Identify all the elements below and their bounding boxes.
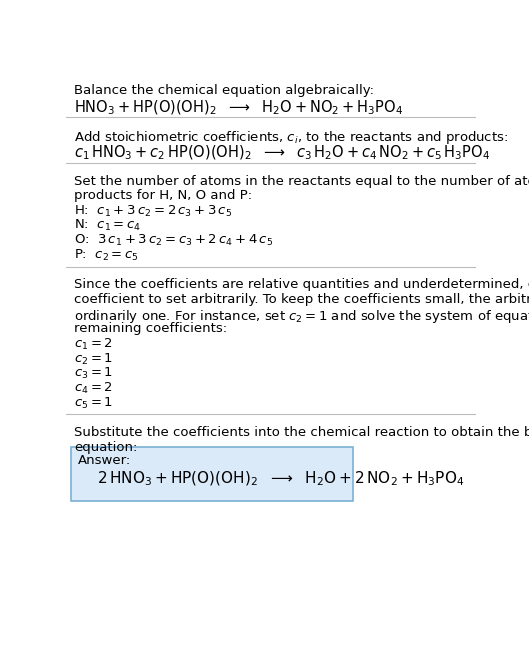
Text: $c_5 = 1$: $c_5 = 1$	[74, 395, 113, 410]
Text: Set the number of atoms in the reactants equal to the number of atoms in the: Set the number of atoms in the reactants…	[74, 175, 529, 188]
Text: ordinarily one. For instance, set $c_2 = 1$ and solve the system of equations fo: ordinarily one. For instance, set $c_2 =…	[74, 307, 529, 325]
Text: $\mathrm{O}$:  $3\,c_1 + 3\,c_2 = c_3 + 2\,c_4 + 4\,c_5$: $\mathrm{O}$: $3\,c_1 + 3\,c_2 = c_3 + 2…	[74, 233, 273, 248]
Text: equation:: equation:	[74, 441, 137, 454]
Text: $\mathrm{H}$:  $c_1 + 3\,c_2 = 2\,c_3 + 3\,c_5$: $\mathrm{H}$: $c_1 + 3\,c_2 = 2\,c_3 + 3…	[74, 204, 232, 219]
Text: $\mathrm{HNO_3 + HP(O)(OH)_2}$  $\longrightarrow$  $\mathrm{H_2O + NO_2 + H_3PO_: $\mathrm{HNO_3 + HP(O)(OH)_2}$ $\longrig…	[74, 98, 403, 117]
Text: Balance the chemical equation algebraically:: Balance the chemical equation algebraica…	[74, 84, 374, 97]
Text: remaining coefficients:: remaining coefficients:	[74, 322, 227, 335]
Text: $c_4 = 2$: $c_4 = 2$	[74, 381, 113, 396]
Text: Substitute the coefficients into the chemical reaction to obtain the balanced: Substitute the coefficients into the che…	[74, 426, 529, 439]
Text: $c_1 = 2$: $c_1 = 2$	[74, 337, 113, 352]
Text: $2\,\mathrm{HNO_3 + HP(O)(OH)_2}$  $\longrightarrow$  $\mathrm{H_2O} + 2\,\mathr: $2\,\mathrm{HNO_3 + HP(O)(OH)_2}$ $\long…	[97, 470, 464, 488]
Text: Since the coefficients are relative quantities and underdetermined, choose a: Since the coefficients are relative quan…	[74, 278, 529, 291]
Text: $c_2 = 1$: $c_2 = 1$	[74, 351, 113, 367]
Text: $\mathrm{P}$:  $c_2 = c_5$: $\mathrm{P}$: $c_2 = c_5$	[74, 248, 139, 263]
Text: Answer:: Answer:	[78, 454, 131, 467]
Text: $c_3 = 1$: $c_3 = 1$	[74, 366, 113, 381]
Text: $c_1\,\mathrm{HNO_3} + c_2\,\mathrm{HP(O)(OH)_2}$  $\longrightarrow$  $c_3\,\mat: $c_1\,\mathrm{HNO_3} + c_2\,\mathrm{HP(O…	[74, 144, 490, 162]
FancyBboxPatch shape	[71, 446, 353, 501]
Text: products for H, N, O and P:: products for H, N, O and P:	[74, 189, 252, 202]
Text: $\mathrm{N}$:  $c_1 = c_4$: $\mathrm{N}$: $c_1 = c_4$	[74, 219, 141, 234]
Text: coefficient to set arbitrarily. To keep the coefficients small, the arbitrary va: coefficient to set arbitrarily. To keep …	[74, 293, 529, 306]
Text: Add stoichiometric coefficients, $c_i$, to the reactants and products:: Add stoichiometric coefficients, $c_i$, …	[74, 129, 508, 146]
